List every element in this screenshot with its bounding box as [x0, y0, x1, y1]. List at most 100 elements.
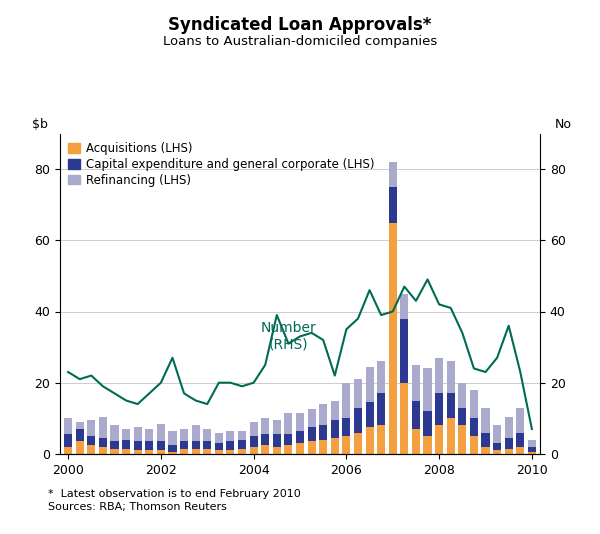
- Bar: [215, 450, 223, 454]
- Bar: [110, 426, 119, 442]
- Bar: [446, 362, 455, 394]
- Bar: [493, 450, 501, 454]
- Bar: [354, 407, 362, 433]
- Bar: [493, 443, 501, 450]
- Bar: [435, 426, 443, 454]
- Bar: [400, 383, 409, 454]
- Bar: [319, 439, 327, 454]
- Bar: [412, 365, 420, 400]
- Bar: [458, 426, 466, 454]
- Bar: [273, 434, 281, 447]
- Bar: [470, 436, 478, 454]
- Bar: [505, 449, 513, 454]
- Bar: [110, 442, 119, 449]
- Bar: [99, 447, 107, 454]
- Bar: [481, 433, 490, 447]
- Bar: [64, 418, 72, 434]
- Bar: [87, 420, 95, 436]
- Text: Number
(RHS): Number (RHS): [260, 321, 316, 351]
- Bar: [169, 445, 176, 452]
- Bar: [493, 426, 501, 443]
- Bar: [145, 450, 154, 454]
- Bar: [470, 390, 478, 418]
- Bar: [389, 162, 397, 187]
- Bar: [87, 436, 95, 445]
- Bar: [284, 445, 292, 454]
- Bar: [180, 429, 188, 442]
- Bar: [389, 187, 397, 223]
- Bar: [412, 400, 420, 429]
- Bar: [296, 413, 304, 431]
- Bar: [377, 426, 385, 454]
- Bar: [505, 438, 513, 449]
- Bar: [400, 294, 409, 319]
- Bar: [470, 418, 478, 436]
- Bar: [273, 420, 281, 434]
- Bar: [238, 439, 246, 449]
- Bar: [134, 450, 142, 454]
- Bar: [296, 431, 304, 443]
- Bar: [87, 445, 95, 454]
- Bar: [528, 439, 536, 447]
- Text: *  Latest observation is to end February 2010: * Latest observation is to end February …: [48, 489, 301, 499]
- Bar: [76, 442, 84, 454]
- Bar: [365, 402, 374, 427]
- Bar: [331, 400, 339, 420]
- Bar: [319, 426, 327, 439]
- Bar: [389, 223, 397, 454]
- Bar: [238, 431, 246, 439]
- Bar: [203, 449, 211, 454]
- Bar: [145, 442, 154, 450]
- Bar: [203, 442, 211, 449]
- Bar: [424, 411, 431, 436]
- Bar: [446, 394, 455, 418]
- Bar: [134, 427, 142, 442]
- Bar: [250, 422, 257, 436]
- Bar: [169, 431, 176, 445]
- Text: $b: $b: [32, 118, 48, 131]
- Bar: [516, 447, 524, 454]
- Bar: [308, 427, 316, 442]
- Bar: [122, 439, 130, 449]
- Bar: [377, 394, 385, 426]
- Bar: [435, 358, 443, 394]
- Bar: [308, 442, 316, 454]
- Bar: [528, 447, 536, 452]
- Bar: [226, 450, 235, 454]
- Bar: [481, 447, 490, 454]
- Bar: [226, 431, 235, 442]
- Bar: [191, 426, 200, 442]
- Bar: [169, 452, 176, 454]
- Bar: [424, 368, 431, 411]
- Bar: [365, 367, 374, 402]
- Bar: [157, 442, 165, 450]
- Bar: [354, 379, 362, 407]
- Bar: [180, 449, 188, 454]
- Bar: [122, 429, 130, 439]
- Bar: [284, 434, 292, 445]
- Bar: [319, 404, 327, 426]
- Text: Sources: RBA; Thomson Reuters: Sources: RBA; Thomson Reuters: [48, 502, 227, 512]
- Bar: [296, 443, 304, 454]
- Bar: [261, 434, 269, 445]
- Bar: [215, 443, 223, 450]
- Bar: [516, 433, 524, 447]
- Bar: [226, 442, 235, 450]
- Bar: [354, 433, 362, 454]
- Bar: [435, 394, 443, 426]
- Bar: [250, 447, 257, 454]
- Bar: [134, 442, 142, 450]
- Bar: [331, 438, 339, 454]
- Bar: [365, 427, 374, 454]
- Bar: [331, 420, 339, 438]
- Bar: [424, 436, 431, 454]
- Bar: [516, 407, 524, 433]
- Bar: [343, 436, 350, 454]
- Bar: [273, 447, 281, 454]
- Bar: [76, 422, 84, 429]
- Bar: [238, 449, 246, 454]
- Bar: [76, 429, 84, 442]
- Bar: [191, 442, 200, 449]
- Bar: [458, 407, 466, 426]
- Bar: [343, 383, 350, 418]
